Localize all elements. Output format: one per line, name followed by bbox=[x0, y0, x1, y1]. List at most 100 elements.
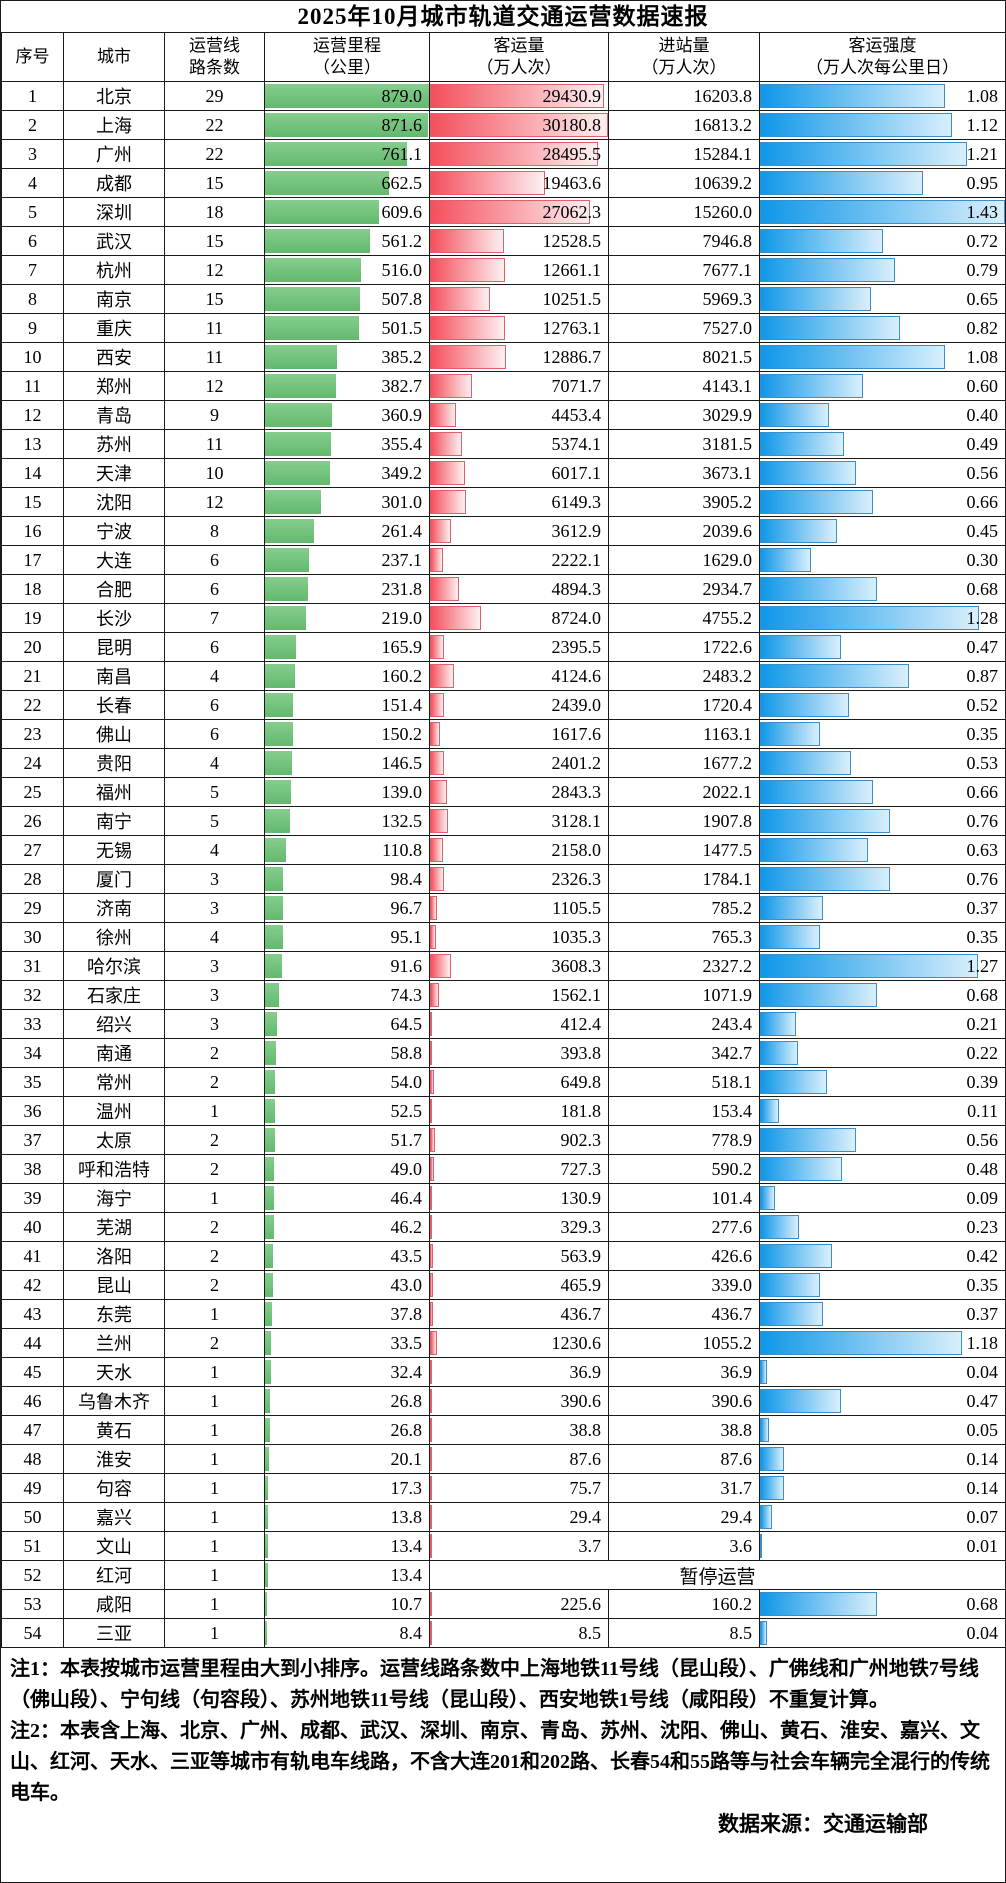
ridership-bar bbox=[430, 1012, 433, 1036]
intensity-bar bbox=[760, 519, 838, 543]
intensity: 0.35 bbox=[759, 1270, 1005, 1300]
city-name: 昆明 bbox=[63, 632, 165, 662]
line-count: 1 bbox=[164, 1386, 265, 1416]
ridership: 3608.3 bbox=[429, 951, 609, 981]
entries-value: 518.1 bbox=[608, 1067, 760, 1097]
table-row: 52 红河 1 13.4 暂停运营 bbox=[1, 1560, 1005, 1590]
table-row: 28 厦门 3 98.4 2326.3 1784.1 0.76 bbox=[1, 864, 1005, 894]
city-name: 南昌 bbox=[63, 661, 165, 691]
line-count: 4 bbox=[164, 922, 265, 952]
city-name: 南宁 bbox=[63, 806, 165, 836]
mileage-bar bbox=[265, 1070, 276, 1094]
mileage-value: 151.4 bbox=[381, 695, 423, 715]
table-row: 23 佛山 6 150.2 1617.6 1163.1 0.35 bbox=[1, 719, 1005, 749]
ridership: 2401.2 bbox=[429, 748, 609, 778]
intensity-bar bbox=[760, 954, 978, 978]
ridership-bar bbox=[430, 432, 462, 456]
ridership-value: 130.9 bbox=[560, 1188, 602, 1208]
intensity-value: 0.95 bbox=[966, 173, 999, 193]
mileage-value: 43.0 bbox=[390, 1275, 423, 1295]
mileage-value: 74.3 bbox=[390, 985, 423, 1005]
mileage-value: 382.7 bbox=[381, 376, 423, 396]
mileage: 507.8 bbox=[264, 284, 430, 314]
mileage-value: 385.2 bbox=[381, 347, 423, 367]
ridership: 727.3 bbox=[429, 1154, 609, 1184]
line-count: 15 bbox=[164, 284, 265, 314]
entries-value: 3905.2 bbox=[608, 487, 760, 517]
mileage-value: 349.2 bbox=[381, 463, 423, 483]
ridership-bar bbox=[430, 1186, 432, 1210]
row-index: 42 bbox=[1, 1270, 64, 1300]
intensity-value: 1.08 bbox=[966, 86, 999, 106]
mileage-bar bbox=[265, 490, 322, 514]
city-name: 南京 bbox=[63, 284, 165, 314]
intensity: 1.08 bbox=[759, 81, 1005, 111]
line-count: 1 bbox=[164, 1444, 265, 1474]
ridership-bar bbox=[430, 1534, 432, 1558]
line-count: 1 bbox=[164, 1531, 265, 1561]
row-index: 23 bbox=[1, 719, 64, 749]
entries-value: 1055.2 bbox=[608, 1328, 760, 1358]
city-name: 南通 bbox=[63, 1038, 165, 1068]
mileage: 52.5 bbox=[264, 1096, 430, 1126]
table-row: 15 沈阳 12 301.0 6149.3 3905.2 0.66 bbox=[1, 487, 1005, 517]
ridership-bar bbox=[430, 113, 608, 137]
line-count: 22 bbox=[164, 139, 265, 169]
table-row: 22 长春 6 151.4 2439.0 1720.4 0.52 bbox=[1, 690, 1005, 720]
intensity: 1.27 bbox=[759, 951, 1005, 981]
intensity: 0.35 bbox=[759, 922, 1005, 952]
intensity-bar bbox=[760, 113, 952, 137]
intensity-value: 1.43 bbox=[966, 202, 999, 222]
intensity: 0.68 bbox=[759, 574, 1005, 604]
intensity-bar bbox=[760, 84, 946, 108]
table-row: 45 天水 1 32.4 36.9 36.9 0.04 bbox=[1, 1357, 1005, 1387]
mileage-value: 91.6 bbox=[390, 956, 423, 976]
mileage-value: 26.8 bbox=[390, 1391, 423, 1411]
ridership-value: 727.3 bbox=[560, 1159, 602, 1179]
mileage: 33.5 bbox=[264, 1328, 430, 1358]
mileage-bar bbox=[265, 1244, 274, 1268]
intensity: 0.66 bbox=[759, 487, 1005, 517]
entries-value: 1071.9 bbox=[608, 980, 760, 1010]
ridership-value: 29.4 bbox=[569, 1507, 602, 1527]
table-row: 49 句容 1 17.3 75.7 31.7 0.14 bbox=[1, 1473, 1005, 1503]
intensity-value: 0.04 bbox=[966, 1623, 999, 1643]
transit-data-table: 序号 城市 运营线 路条数 运营里程 （公里） 客运量 （万人次） 进站量 （万… bbox=[1, 32, 1005, 1648]
intensity-bar bbox=[760, 867, 891, 891]
mileage: 516.0 bbox=[264, 255, 430, 285]
mileage-bar bbox=[265, 1041, 276, 1065]
intensity: 0.82 bbox=[759, 313, 1005, 343]
row-index: 29 bbox=[1, 893, 64, 923]
ridership: 4124.6 bbox=[429, 661, 609, 691]
mileage: 761.1 bbox=[264, 139, 430, 169]
intensity-value: 0.23 bbox=[966, 1217, 999, 1237]
table-row: 1 北京 29 879.0 29430.9 16203.8 1.08 bbox=[1, 81, 1005, 111]
mileage-value: 54.0 bbox=[390, 1072, 423, 1092]
intensity: 1.28 bbox=[759, 603, 1005, 633]
intensity-value: 0.45 bbox=[966, 521, 999, 541]
row-index: 15 bbox=[1, 487, 64, 517]
ridership-value: 902.3 bbox=[560, 1130, 602, 1150]
intensity-bar bbox=[760, 403, 829, 427]
intensity-bar bbox=[760, 1099, 779, 1123]
city-name: 文山 bbox=[63, 1531, 165, 1561]
intensity: 0.47 bbox=[759, 632, 1005, 662]
entries-value: 7527.0 bbox=[608, 313, 760, 343]
intensity: 0.68 bbox=[759, 1589, 1005, 1619]
row-index: 53 bbox=[1, 1589, 64, 1619]
table-row: 21 南昌 4 160.2 4124.6 2483.2 0.87 bbox=[1, 661, 1005, 691]
city-name: 大连 bbox=[63, 545, 165, 575]
ridership-value: 12763.1 bbox=[542, 318, 602, 338]
intensity-value: 0.07 bbox=[966, 1507, 999, 1527]
intensity: 0.37 bbox=[759, 893, 1005, 923]
mileage-bar bbox=[265, 722, 294, 746]
ridership-value: 2843.3 bbox=[551, 782, 602, 802]
intensity-value: 0.05 bbox=[966, 1420, 999, 1440]
ridership-value: 29430.9 bbox=[542, 86, 602, 106]
mileage-value: 110.8 bbox=[382, 840, 422, 860]
mileage-bar bbox=[265, 1215, 274, 1239]
mileage-bar bbox=[265, 809, 290, 833]
intensity-value: 0.35 bbox=[966, 724, 999, 744]
intensity-value: 0.48 bbox=[966, 1159, 999, 1179]
ridership-value: 225.6 bbox=[560, 1594, 602, 1614]
